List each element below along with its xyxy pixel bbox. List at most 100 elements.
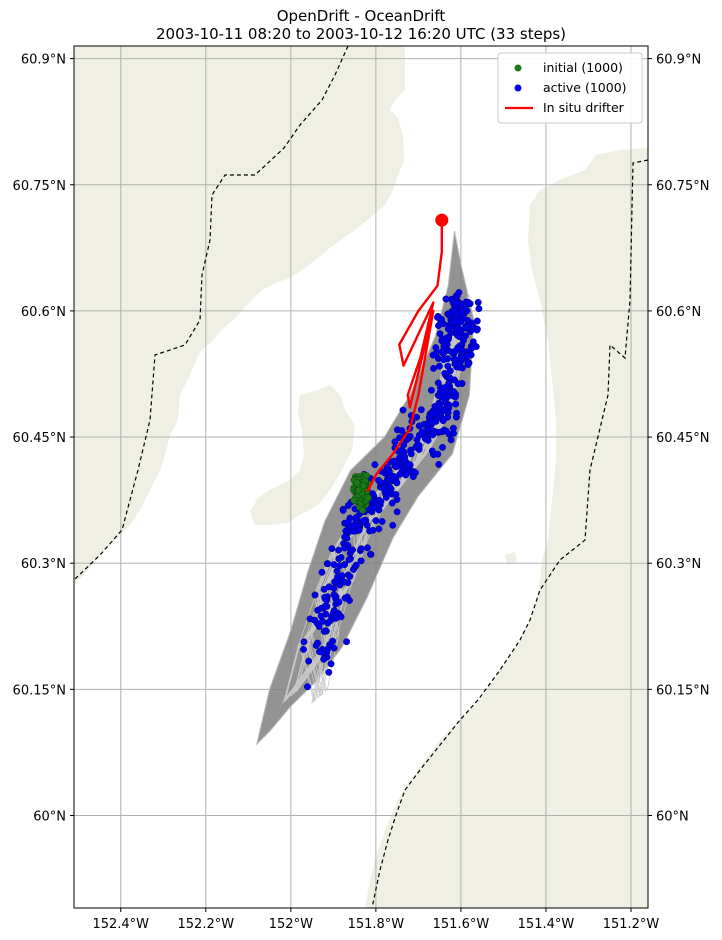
tick-label-lat-right-0: 60.9°N — [656, 53, 701, 68]
active-particle — [441, 395, 449, 403]
initial-particles-layer — [350, 471, 372, 514]
active-particle — [335, 546, 343, 554]
active-particle — [315, 623, 323, 630]
active-particle — [435, 460, 443, 468]
active-particle — [304, 683, 311, 691]
initial-particle — [350, 496, 358, 504]
tick-label-lon-6: 151.2°W — [603, 917, 660, 932]
legend: initial (1000) active (1000) In situ dri… — [497, 52, 643, 124]
tick-label-lat-left-1: 60.75°N — [13, 179, 66, 194]
active-particle — [474, 298, 482, 306]
active-particle — [430, 364, 437, 372]
tick-label-lat-right-2: 60.6°N — [656, 305, 701, 320]
tick-label-lon-0: 152.4°W — [92, 917, 149, 932]
active-particle — [415, 441, 423, 449]
active-particle — [364, 544, 371, 552]
initial-particle — [359, 481, 367, 489]
initial-particle — [364, 494, 372, 502]
active-particle — [375, 525, 383, 533]
active-particle — [444, 409, 452, 417]
active-particle — [450, 429, 457, 437]
active-particle — [436, 401, 444, 408]
active-particle — [455, 325, 463, 333]
tick-label-lat-left-2: 60.6°N — [21, 305, 66, 320]
active-particle — [385, 469, 393, 477]
active-particle — [321, 595, 329, 603]
active-particle — [317, 612, 325, 620]
active-particle — [465, 322, 473, 330]
active-particle — [402, 471, 410, 479]
active-particle — [452, 300, 460, 308]
active-particle — [342, 527, 350, 535]
land-northwest — [74, 46, 405, 585]
active-particle — [427, 386, 435, 394]
legend-marker-active — [514, 84, 522, 92]
active-particle — [464, 352, 472, 360]
active-particle — [393, 462, 401, 469]
active-particle — [367, 550, 374, 558]
active-particle — [446, 374, 454, 382]
active-particle — [384, 476, 392, 484]
active-particle — [352, 513, 360, 521]
land-northeast — [365, 148, 648, 908]
active-particle — [335, 598, 343, 606]
active-particle — [435, 362, 443, 370]
active-particle — [401, 453, 409, 461]
active-particle — [458, 346, 466, 353]
active-particle — [444, 347, 452, 354]
active-particle — [324, 560, 332, 568]
active-particle — [432, 344, 440, 352]
tick-label-lat-left-6: 60°N — [33, 809, 66, 824]
active-particle — [464, 361, 472, 368]
active-particle — [453, 292, 461, 300]
tick-label-lat-left-3: 60.45°N — [13, 431, 66, 446]
active-particle — [311, 591, 319, 599]
active-particle — [341, 533, 349, 541]
active-particle — [452, 400, 460, 408]
land-peninsula — [250, 385, 355, 525]
active-particle — [447, 436, 455, 444]
active-particle — [473, 317, 481, 325]
initial-particle — [355, 486, 362, 494]
active-particles-layer — [300, 289, 483, 691]
active-particle — [475, 305, 483, 313]
active-particle — [340, 578, 348, 586]
active-particle — [436, 330, 444, 338]
active-particle — [454, 332, 462, 339]
legend-box — [497, 52, 643, 124]
tick-label-lat-right-6: 60°N — [656, 809, 689, 824]
active-particle — [412, 469, 419, 477]
map-area — [74, 46, 648, 908]
active-particle — [320, 655, 328, 663]
active-particle — [361, 516, 369, 524]
tick-label-lat-right-3: 60.45°N — [656, 431, 709, 446]
active-particle — [403, 461, 411, 469]
active-particle — [420, 420, 428, 428]
active-particle — [349, 522, 357, 530]
active-particle — [341, 594, 349, 602]
active-particle — [440, 356, 448, 364]
active-particle — [377, 498, 385, 505]
active-particle — [438, 347, 446, 355]
active-particle — [357, 557, 365, 565]
active-particle — [345, 556, 353, 564]
active-particle — [330, 561, 338, 569]
active-particle — [452, 413, 460, 421]
active-particle — [399, 406, 407, 414]
tick-label-lon-4: 151.6°W — [433, 917, 490, 932]
active-particle — [305, 657, 313, 665]
active-particle — [445, 310, 453, 318]
active-particle — [392, 491, 400, 498]
active-particle — [442, 295, 450, 303]
active-particle — [424, 436, 432, 444]
border-lines — [74, 46, 648, 908]
legend-marker-initial — [514, 64, 522, 72]
active-particle — [429, 351, 437, 359]
active-particle — [398, 427, 406, 435]
active-particle — [347, 547, 355, 555]
active-particle — [371, 461, 379, 469]
active-particle — [459, 364, 466, 372]
land-small-island — [505, 552, 517, 565]
active-particle — [444, 325, 452, 333]
